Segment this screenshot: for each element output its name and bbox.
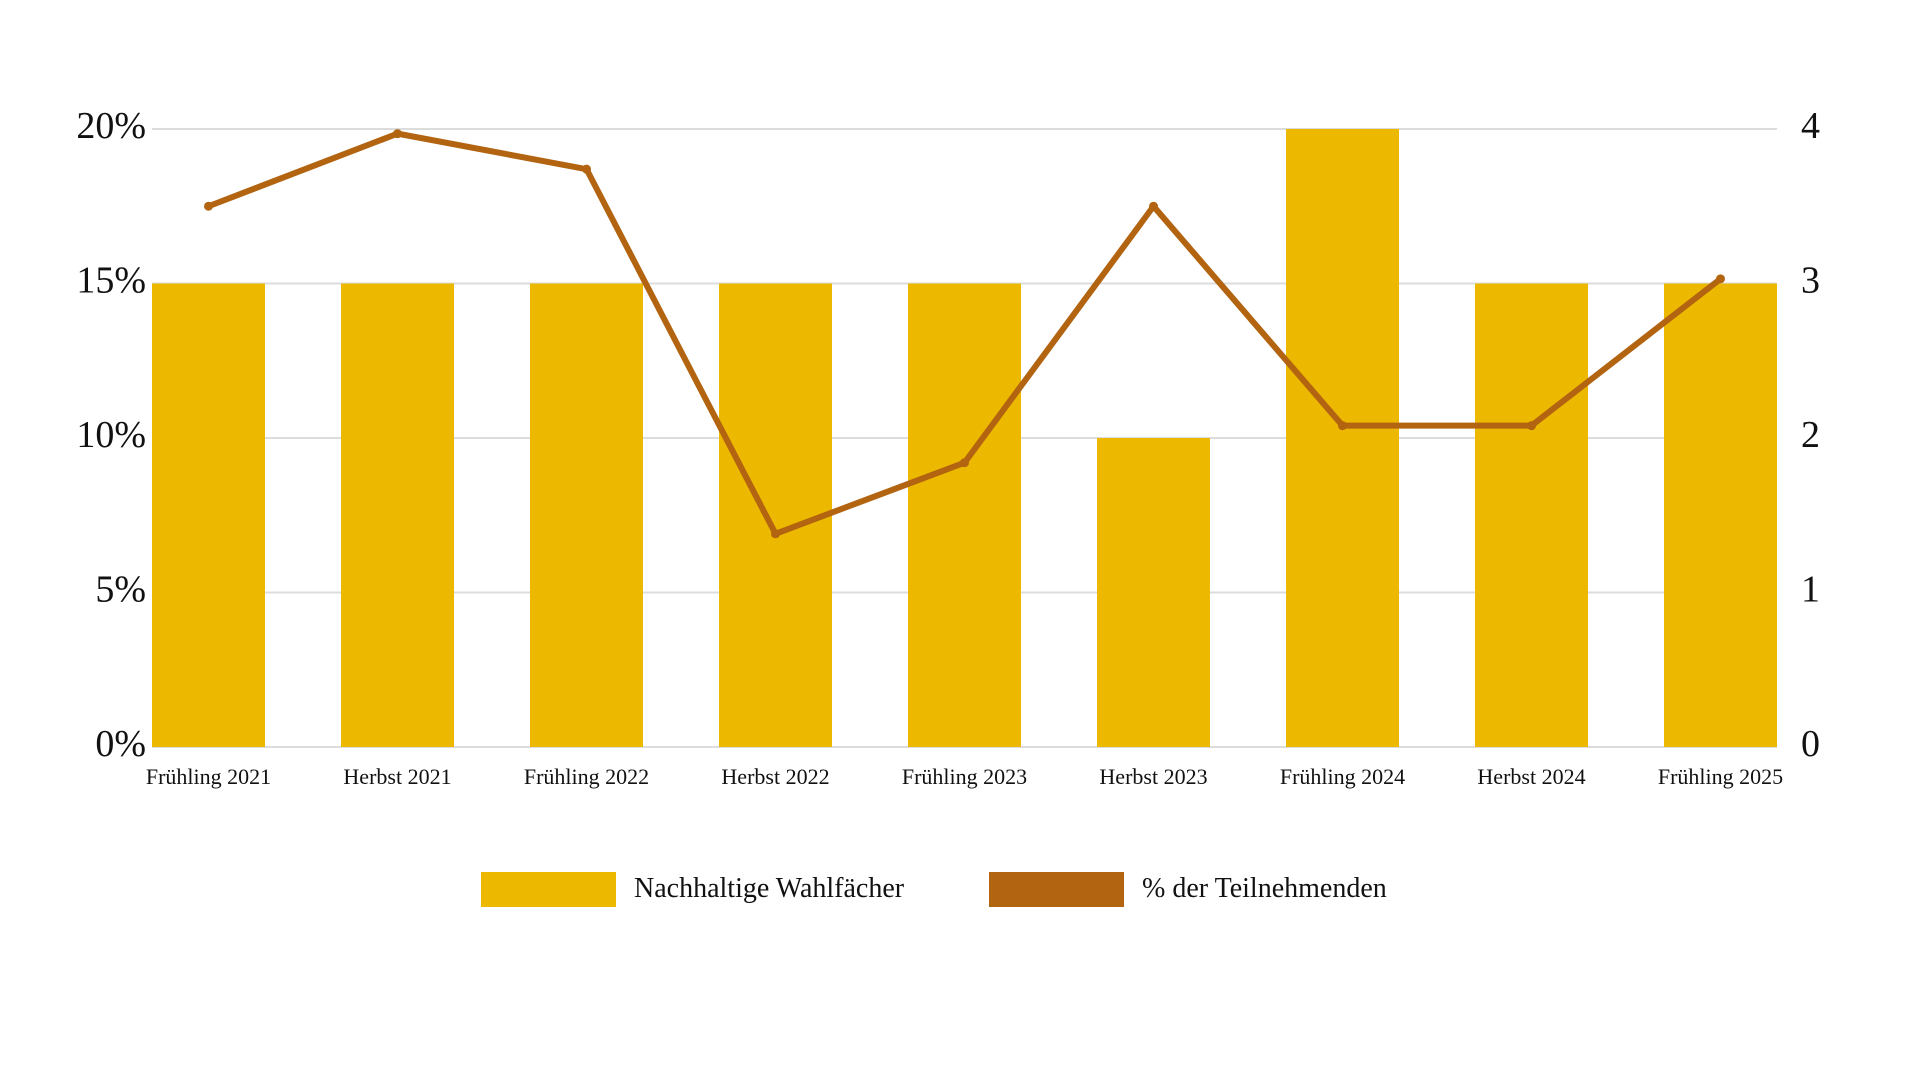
line-point (393, 129, 402, 139)
line-point (582, 164, 591, 174)
legend-swatch-bars (481, 871, 616, 907)
line-point (960, 458, 969, 468)
legend-label-line: % der Teilnehmenden (1142, 873, 1387, 904)
y-tick-label-right: 3 (1801, 260, 1820, 302)
y-tick-label-left: 5% (95, 569, 146, 611)
line-point (204, 201, 213, 211)
legend-item-line: % der Teilnehmenden (989, 871, 1387, 907)
bar (1664, 283, 1777, 747)
line-series (204, 129, 1725, 539)
bar (341, 283, 454, 747)
x-tick-label: Herbst 2021 (343, 764, 451, 789)
left-y-axis: 0% 5% 10% 15% 20% (76, 105, 146, 765)
x-tick-label: Frühling 2021 (146, 764, 271, 789)
y-tick-label-right: 0 (1801, 723, 1820, 765)
y-tick-label-right: 1 (1801, 569, 1820, 611)
line-point (1716, 274, 1725, 284)
y-tick-label-right: 4 (1801, 105, 1820, 147)
legend-swatch-line (989, 871, 1124, 907)
bar (1097, 438, 1210, 747)
y-tick-label-left: 10% (76, 414, 146, 456)
right-y-axis: 0 1 2 3 4 (1801, 105, 1820, 765)
legend-label-bars: Nachhaltige Wahlfächer (634, 873, 905, 904)
y-tick-label-right: 2 (1801, 414, 1820, 456)
line-point (1527, 421, 1536, 431)
legend-item-bars: Nachhaltige Wahlfächer (481, 871, 989, 907)
x-tick-label: Frühling 2024 (1280, 764, 1405, 789)
line-point (771, 529, 780, 539)
bar (1286, 129, 1399, 747)
bar (908, 283, 1021, 747)
x-tick-label: Herbst 2024 (1477, 764, 1585, 789)
bar (530, 283, 643, 747)
y-tick-label-left: 0% (95, 723, 146, 765)
x-axis: Frühling 2021 Herbst 2021 Frühling 2022 Her… (146, 764, 1783, 789)
bar-series (152, 129, 1777, 747)
x-tick-label: Herbst 2022 (721, 764, 829, 789)
bar (1475, 283, 1588, 747)
x-tick-label: Frühling 2025 (1658, 764, 1783, 789)
x-tick-label: Frühling 2022 (524, 764, 649, 789)
y-tick-label-left: 20% (76, 105, 146, 147)
bar (152, 283, 265, 747)
line-point (1338, 421, 1347, 431)
chart-legend: Nachhaltige Wahlfächer % der Teilnehmend… (481, 871, 1435, 907)
bar (719, 283, 832, 747)
x-tick-label: Frühling 2023 (902, 764, 1027, 789)
line-point (1149, 201, 1158, 211)
x-tick-label: Herbst 2023 (1099, 764, 1207, 789)
y-tick-label-left: 15% (76, 260, 146, 302)
